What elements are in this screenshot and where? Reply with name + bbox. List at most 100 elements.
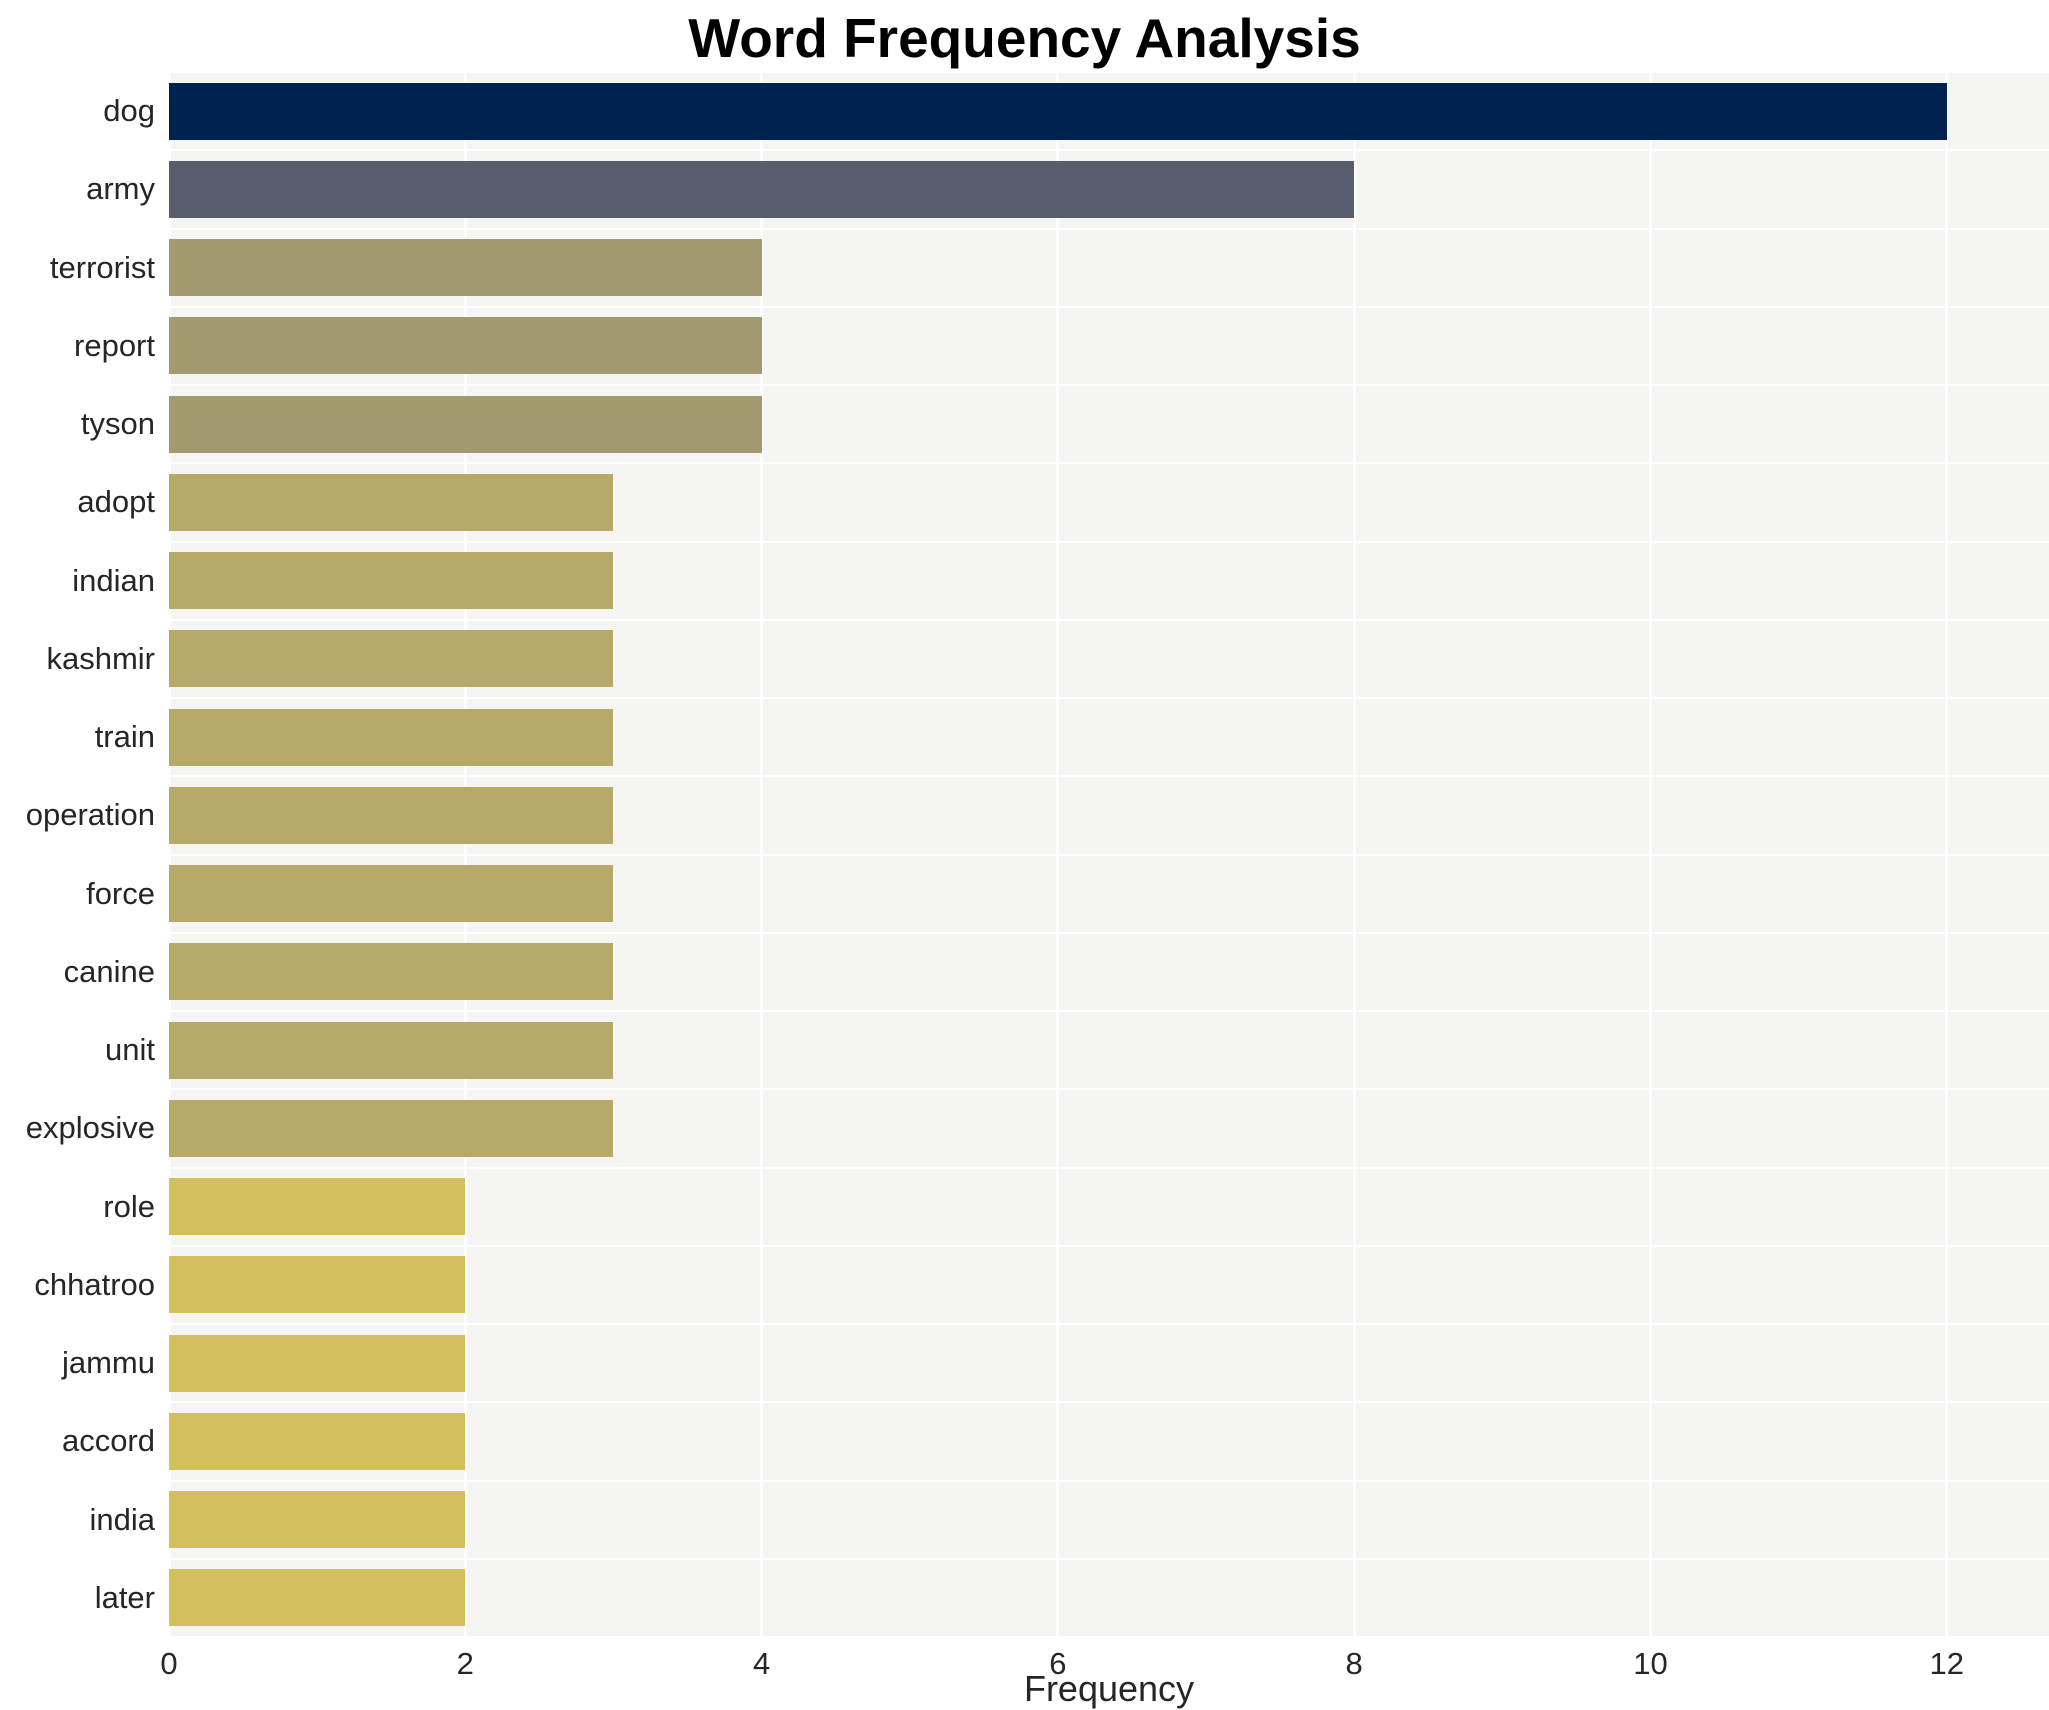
bar-row [169,542,2049,620]
x-tick-label: 4 [752,1646,771,1681]
horizontal-gridline [169,540,2049,543]
bar-row [169,620,2049,698]
chart-title: Word Frequency Analysis [688,7,1361,69]
horizontal-gridline [169,853,2049,856]
bar [169,82,1947,140]
horizontal-gridline [169,1401,2049,1404]
bar [169,1491,466,1549]
bar [169,1099,614,1157]
x-tick-label: 10 [1633,1646,1668,1681]
category-label: canine [63,953,155,989]
bar [169,786,614,844]
vertical-gridline [1352,72,1356,1637]
bar [169,943,614,1001]
bar [169,865,614,923]
bar-row [169,698,2049,776]
horizontal-gridline [169,384,2049,386]
horizontal-gridline [169,149,2049,152]
vertical-gridline [1056,72,1060,1637]
bar [169,395,762,453]
vertical-gridline [169,72,171,1637]
category-label: operation [25,797,155,833]
horizontal-gridline [169,1323,2049,1325]
horizontal-gridline [169,305,2049,308]
horizontal-gridline [169,1479,2049,1482]
horizontal-gridline [169,1088,2049,1091]
bar-row [169,1402,2049,1480]
bar-row [169,463,2049,541]
x-tick-label: 12 [1929,1646,1965,1681]
vertical-gridline [1945,72,1949,1637]
category-label: indian [72,562,155,598]
category-label: accord [61,1423,155,1459]
bar-row [169,307,2049,385]
bar-row [169,776,2049,854]
x-tick-label: 6 [1049,1646,1067,1681]
bar [169,317,762,375]
horizontal-gridline [169,1010,2049,1012]
horizontal-gridline [169,72,2049,73]
bar-row [169,1246,2049,1324]
bar [169,552,614,610]
bar [169,1334,466,1392]
bar [169,1256,466,1314]
category-label: dog [103,93,155,129]
x-tick-label: 8 [1345,1646,1363,1681]
bar-row [169,1011,2049,1089]
bar [169,708,614,766]
bar [169,239,762,297]
category-label: terrorist [49,249,155,285]
bar-row [169,72,2049,150]
category-label: role [103,1188,155,1224]
bar-row [169,1168,2049,1246]
category-label: force [86,875,155,911]
category-label: tyson [80,406,155,442]
bar [169,1569,466,1627]
bar [169,630,614,688]
vertical-gridline [1648,72,1652,1637]
category-label: india [89,1501,156,1537]
bar-rows [169,72,2049,1637]
category-label: explosive [25,1110,155,1146]
horizontal-gridline [169,931,2049,934]
category-label: chhatroo [34,1266,155,1302]
horizontal-gridline [169,1166,2049,1169]
bar-row [169,1089,2049,1167]
bar-row [169,1559,2049,1637]
category-label: kashmir [46,640,155,676]
horizontal-gridline [169,462,2049,465]
x-tick-label: 0 [160,1646,178,1681]
bar-row [169,855,2049,933]
y-axis-labels: dog army terrorist report tyson adopt indian ka… [0,72,169,1637]
category-label: army [86,171,155,207]
bar [169,160,1355,218]
x-axis-title: Frequency [1023,1668,1195,1709]
bar-row [169,1481,2049,1559]
vertical-gridline [760,72,764,1637]
horizontal-gridline [169,775,2049,778]
bar-row [169,1324,2049,1402]
x-tick-label: 2 [456,1646,474,1681]
category-label: report [74,327,155,363]
horizontal-gridline [169,618,2049,621]
bar-row [169,385,2049,463]
category-label: unit [105,1032,155,1068]
category-label: later [94,1579,155,1615]
category-label: adopt [77,484,155,520]
category-label: jammu [61,1345,155,1381]
category-label: train [94,719,155,755]
horizontal-gridline [169,697,2049,699]
bar-row [169,150,2049,228]
bar [169,1178,466,1236]
horizontal-gridline [169,227,2049,230]
bar [169,1412,466,1470]
bar-row [169,229,2049,307]
plot-area [169,72,2049,1637]
vertical-gridline [463,72,467,1637]
bar [169,1021,614,1079]
horizontal-gridline [169,1636,2049,1637]
bar-row [169,933,2049,1011]
bar [169,473,614,531]
horizontal-gridline [169,1557,2049,1560]
